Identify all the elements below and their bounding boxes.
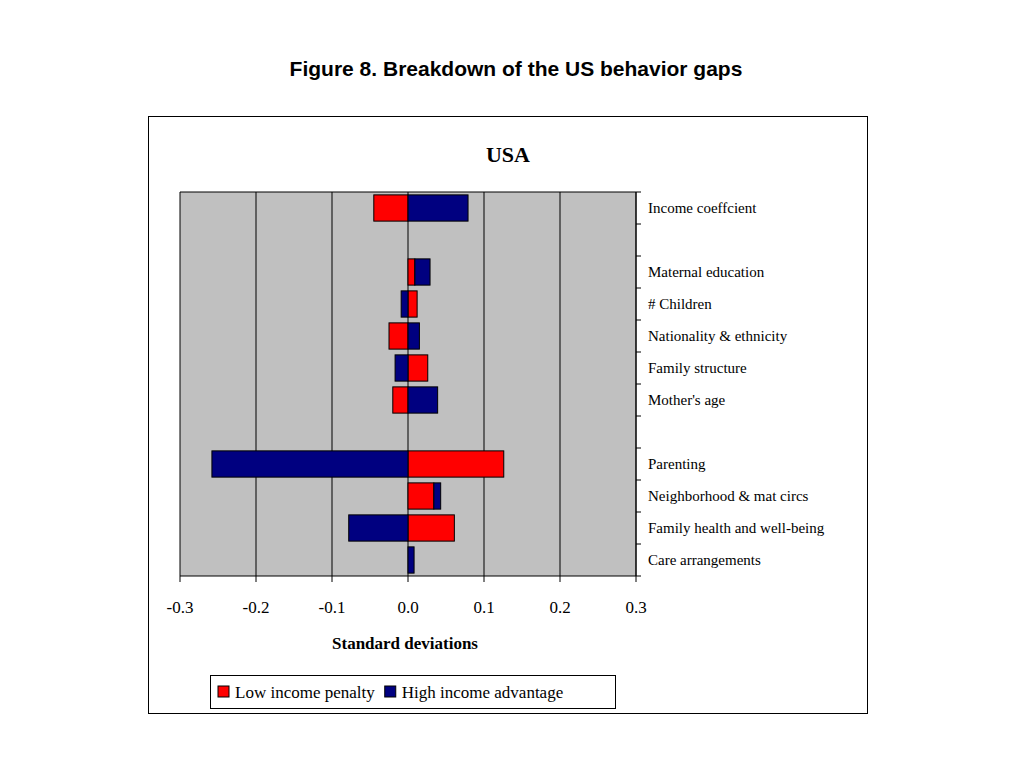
bar — [395, 355, 408, 381]
x-axis-label: Standard deviations — [332, 634, 478, 653]
x-tick-label: 0.3 — [625, 598, 646, 617]
bar — [389, 323, 408, 349]
legend-label: Low income penalty — [235, 683, 375, 702]
category-tick — [636, 576, 641, 577]
category-label: Mother's age — [648, 392, 726, 408]
category-tick — [636, 544, 641, 545]
bar — [212, 451, 408, 477]
bar — [408, 547, 414, 573]
chart-title: USA — [486, 142, 530, 167]
category-label: Parenting — [648, 456, 706, 472]
x-tick-label: 0.2 — [549, 598, 570, 617]
x-tick-label: -0.3 — [167, 598, 194, 617]
grid-line — [180, 192, 181, 576]
bar — [408, 451, 504, 477]
x-axis — [180, 576, 636, 577]
category-label: Family health and well-being — [648, 520, 825, 536]
bar — [408, 291, 417, 317]
bar — [401, 291, 408, 317]
grid-line — [332, 192, 333, 576]
x-tick — [636, 576, 637, 582]
legend-swatch — [218, 686, 229, 697]
category-label: Nationality & ethnicity — [648, 328, 788, 344]
x-tick-label: -0.2 — [243, 598, 270, 617]
bar — [415, 259, 430, 285]
bar — [408, 355, 428, 381]
bar — [408, 483, 434, 509]
legend: Low income penalty High income advantage — [211, 676, 616, 709]
category-label: Neighborhood & mat circs — [648, 488, 809, 504]
x-tick-label: -0.1 — [319, 598, 346, 617]
x-tick — [560, 576, 561, 582]
category-tick — [636, 192, 641, 193]
x-tick — [332, 576, 333, 582]
figure-title: Figure 8. Breakdown of the US behavior g… — [290, 57, 743, 80]
category-tick — [636, 416, 641, 417]
bar — [408, 195, 468, 221]
legend-swatch — [385, 686, 396, 697]
chart-frame — [149, 117, 868, 714]
grid-line — [484, 192, 485, 576]
category-tick — [636, 512, 641, 513]
bar — [434, 483, 441, 509]
category-tick — [636, 352, 641, 353]
x-tick — [256, 576, 257, 582]
plot-top — [180, 192, 636, 193]
plot-area — [180, 192, 636, 576]
bar — [349, 515, 408, 541]
x-tick — [408, 576, 409, 582]
category-label: Care arrangements — [648, 552, 761, 568]
grid-line — [560, 192, 561, 576]
bar — [408, 323, 419, 349]
bar — [408, 515, 454, 541]
category-label: Income coeffcient — [648, 200, 757, 216]
x-tick-label: 0.1 — [473, 598, 494, 617]
bar — [374, 195, 408, 221]
chart-svg: Figure 8. Breakdown of the US behavior g… — [0, 0, 1024, 768]
category-tick — [636, 448, 641, 449]
x-tick-label: 0.0 — [397, 598, 418, 617]
legend-box — [211, 676, 616, 709]
bar — [408, 259, 415, 285]
bars — [212, 195, 504, 573]
bar — [393, 387, 408, 413]
bar — [408, 387, 438, 413]
category-tick — [636, 320, 641, 321]
x-tick — [180, 576, 181, 582]
category-label: Maternal education — [648, 264, 765, 280]
category-tick — [636, 256, 641, 257]
category-tick — [636, 288, 641, 289]
category-tick — [636, 480, 641, 481]
category-label: Family structure — [648, 360, 747, 376]
legend-label: High income advantage — [402, 683, 563, 702]
grid-line — [256, 192, 257, 576]
category-tick — [636, 384, 641, 385]
x-tick — [484, 576, 485, 582]
category-label: # Children — [648, 296, 712, 312]
category-tick — [636, 224, 641, 225]
